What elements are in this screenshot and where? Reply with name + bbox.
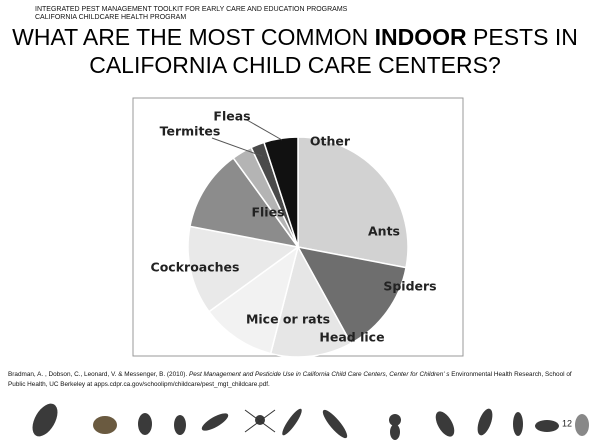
citation: Bradman, A. , Dobson, C., Leonard, V. & … — [8, 370, 586, 390]
slice-label: Spiders — [383, 279, 436, 294]
citation-text: Bradman, A. , Dobson, C., Leonard, V. & … — [8, 371, 189, 378]
slice-label: Termites — [160, 124, 221, 139]
slice-label: Ants — [368, 224, 400, 239]
slice-label: Flies — [251, 205, 284, 220]
insect-strip — [27, 399, 589, 441]
slice-label: Fleas — [213, 109, 250, 124]
slice-label: Mice or rats — [246, 312, 330, 327]
slice-label: Other — [310, 134, 351, 149]
citation-italic: Pest Management and Pesticide Use in Cal… — [189, 371, 450, 378]
page-number: 12 — [562, 418, 572, 428]
slice-label: Head lice — [319, 330, 384, 345]
slide: INTEGRATED PEST MANAGEMENT TOOLKIT FOR E… — [0, 0, 590, 446]
slice-label: Cockroaches — [151, 260, 240, 275]
